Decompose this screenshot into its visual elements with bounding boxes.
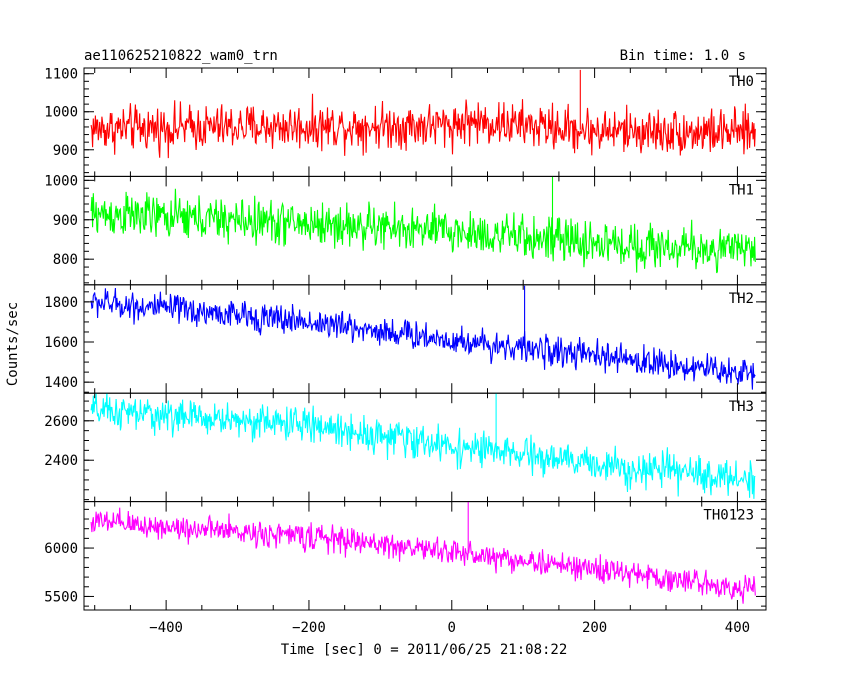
y-tick-label: 800 bbox=[53, 252, 78, 268]
panel-label-th0123: TH0123 bbox=[703, 508, 754, 524]
panel-label-th2: TH2 bbox=[729, 291, 754, 307]
panel-label-th3: TH3 bbox=[729, 399, 754, 415]
x-tick-label: 0 bbox=[448, 620, 456, 636]
y-tick-label: 900 bbox=[53, 213, 78, 229]
panel-th0123: 5500 6000 TH0123 bbox=[44, 501, 767, 611]
y-tick-label: 2400 bbox=[44, 453, 78, 469]
panel-th0: 900 1000 1100 TH0 bbox=[44, 67, 767, 177]
y-tick-label: 1100 bbox=[44, 67, 78, 83]
x-axis-ticks: −400 −200 0 200 400 bbox=[149, 620, 750, 636]
y-tick-label: 900 bbox=[53, 143, 78, 159]
y-tick-label: 2600 bbox=[44, 414, 78, 430]
y-tick-label: 1000 bbox=[44, 105, 78, 121]
panel-th2: 1400 1600 1800 TH2 bbox=[44, 284, 767, 394]
y-tick-label: 1400 bbox=[44, 375, 78, 391]
x-tick-label: −400 bbox=[149, 620, 183, 636]
x-tick-label: −200 bbox=[292, 620, 326, 636]
y-tick-label: 1800 bbox=[44, 295, 78, 311]
panel-th3: 2400 2600 TH3 bbox=[44, 392, 767, 503]
y-tick-label: 1000 bbox=[44, 173, 78, 189]
y-axis-label: Counts/sec bbox=[5, 302, 21, 386]
series-line-th0123 bbox=[90, 507, 756, 604]
panels-group: 900 1000 1100 TH0 800 900 1000 TH1 1400 1600 1800 T… bbox=[44, 67, 767, 611]
chart-title: ae110625210822_wam0_trn bbox=[84, 48, 278, 64]
panel-label-th0: TH0 bbox=[729, 74, 754, 90]
series-line-th0 bbox=[90, 93, 756, 159]
y-tick-label: 6000 bbox=[44, 541, 78, 557]
y-tick-label: 1600 bbox=[44, 335, 78, 351]
x-tick-label: 200 bbox=[582, 620, 607, 636]
series-line-th1 bbox=[90, 188, 756, 274]
x-axis-label: Time [sec] 0 = 2011/06/25 21:08:22 bbox=[281, 642, 568, 658]
y-tick-label: 5500 bbox=[44, 589, 78, 605]
chart-subtitle: Bin time: 1.0 s bbox=[620, 48, 746, 64]
series-line-th3 bbox=[90, 393, 756, 499]
panel-label-th1: TH1 bbox=[729, 182, 754, 198]
series-line-th2 bbox=[90, 287, 756, 390]
panel-frame bbox=[83, 501, 767, 611]
panel-th1: 800 900 1000 TH1 bbox=[44, 173, 767, 286]
x-tick-label: 400 bbox=[725, 620, 750, 636]
